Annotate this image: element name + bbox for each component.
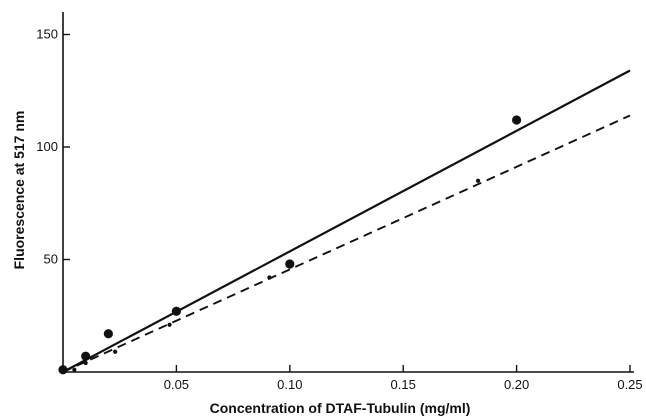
x-ticks: 0.05 0.10 0.15 0.20 0.25 (164, 365, 643, 392)
series-1-fit-line (62, 69, 631, 373)
x-tick-label: 0.05 (164, 377, 189, 392)
y-tick-label: 100 (36, 139, 58, 154)
y-axis-title: Fluorescence at 517 nm (11, 111, 27, 270)
series-1-point (81, 351, 91, 361)
y-ticks: 50 100 150 (36, 27, 70, 267)
y-tick-label: 50 (44, 252, 58, 267)
series-2-fit-line (62, 114, 631, 373)
data-points (58, 115, 522, 375)
series-2-point (267, 275, 272, 280)
x-tick-label: 0.25 (617, 377, 642, 392)
series-2-point (113, 349, 118, 354)
series-2-point (167, 322, 172, 327)
series-1-point (511, 115, 522, 125)
series-2-point (83, 360, 88, 366)
series-1-point (171, 306, 181, 316)
x-tick-label: 0.20 (504, 377, 529, 392)
x-axis-title: Concentration of DTAF-Tubulin (mg/ml) (210, 400, 471, 416)
y-tick-label: 150 (36, 27, 58, 42)
series-1-point (285, 259, 295, 269)
series-1-point (58, 365, 68, 375)
fit-lines (62, 69, 631, 373)
series-1-point (103, 329, 113, 339)
x-tick-label: 0.15 (391, 377, 416, 392)
series-2-point (72, 367, 77, 372)
series-2-point (475, 178, 481, 183)
x-tick-label: 0.10 (277, 377, 302, 392)
